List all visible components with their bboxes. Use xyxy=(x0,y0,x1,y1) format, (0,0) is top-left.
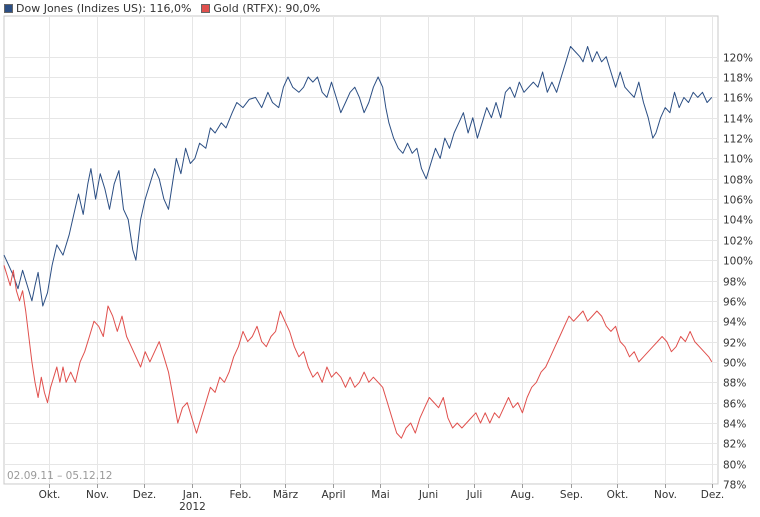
x-axis-ticks: Okt. Nov. Dez. Jan.2012 Feb. März April Mai Juni… xyxy=(39,484,724,513)
x-tick-label: Dez. xyxy=(701,489,724,501)
y-tick-label: 120% xyxy=(723,53,753,65)
x-tick-label: Okt. xyxy=(39,489,61,501)
plot-area xyxy=(3,15,719,485)
y-tick-label: 98% xyxy=(723,277,746,289)
x-tick-label: Dez. xyxy=(133,489,156,501)
y-tick-label: 104% xyxy=(723,215,753,227)
y-tick-label: 106% xyxy=(723,195,753,207)
x-tick-label: März xyxy=(273,489,299,501)
date-range-label: 02.09.11 – 05.12.12 xyxy=(7,470,112,482)
y-tick-label: 116% xyxy=(723,93,753,105)
y-tick-label: 118% xyxy=(723,73,753,85)
x-tick-label: Sep. xyxy=(560,489,583,501)
y-tick-label: 78% xyxy=(723,480,746,492)
x-tick-label: Aug. xyxy=(511,489,535,501)
x-tick-label: Jan. xyxy=(182,489,203,501)
x-tick-label: April xyxy=(322,489,346,501)
series-line-dow-jones[interactable] xyxy=(3,46,713,307)
y-tick-label: 96% xyxy=(723,297,746,309)
y-tick-label: 88% xyxy=(723,378,746,390)
y-tick-label: 102% xyxy=(723,236,753,248)
y-tick-label: 84% xyxy=(723,419,746,431)
vertical-gridlines xyxy=(49,16,713,484)
x-tick-label: Feb. xyxy=(230,489,252,501)
y-tick-label: 82% xyxy=(723,439,746,451)
legend-item-gold[interactable]: Gold (RTFX): 90,0% xyxy=(201,2,320,15)
x-tick-label: Juni xyxy=(418,489,438,501)
x-tick-label: Nov. xyxy=(654,489,677,501)
legend-label-gold: Gold (RTFX): 90,0% xyxy=(213,1,321,15)
y-tick-label: 112% xyxy=(723,134,753,146)
x-tick-label: Juli xyxy=(466,489,483,501)
y-tick-label: 110% xyxy=(723,154,753,166)
legend-item-dow-jones[interactable]: Dow Jones (Indizes US): 116,0% xyxy=(4,2,191,15)
y-tick-label: 80% xyxy=(723,460,746,472)
y-axis-ticks: 78% 80% 82% 84% 86% 88% 90% 92% 94% 96% 98% 100% 102… xyxy=(723,53,753,492)
legend: Dow Jones (Indizes US): 116,0% Gold (RTF… xyxy=(4,1,330,15)
series-line-gold[interactable] xyxy=(3,265,713,439)
series-group xyxy=(3,46,713,439)
x-tick-label: Okt. xyxy=(607,489,629,501)
y-tick-label: 94% xyxy=(723,317,746,329)
x-tick-label: Nov. xyxy=(86,489,109,501)
legend-swatch-dow-jones xyxy=(4,3,13,13)
y-tick-label: 90% xyxy=(723,358,746,370)
y-tick-label: 114% xyxy=(723,114,753,126)
x-tick-sublabel: 2012 xyxy=(179,501,206,513)
y-tick-label: 86% xyxy=(723,399,746,411)
x-tick-label: Mai xyxy=(371,489,389,501)
y-tick-label: 108% xyxy=(723,175,753,187)
horizontal-gridlines xyxy=(4,57,718,485)
legend-label-dow-jones: Dow Jones (Indizes US): 116,0% xyxy=(16,1,192,15)
legend-swatch-gold xyxy=(201,3,211,13)
y-tick-label: 100% xyxy=(723,256,753,268)
y-tick-label: 92% xyxy=(723,338,746,350)
